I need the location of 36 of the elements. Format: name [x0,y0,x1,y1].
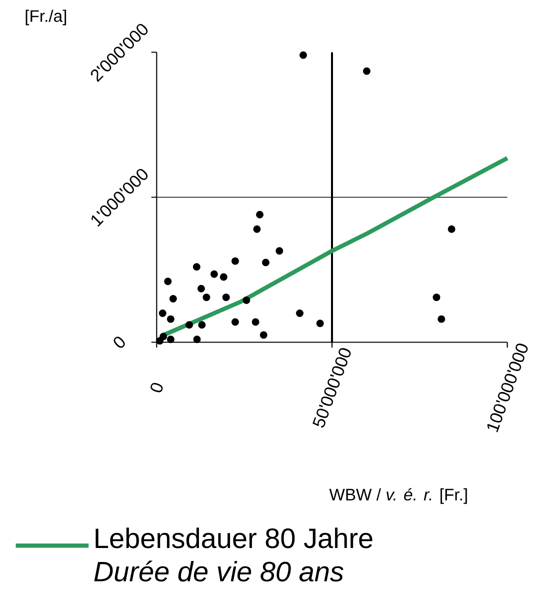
x-tick-label: 0 [150,382,163,392]
point [448,225,456,233]
point [260,331,268,339]
point [432,294,440,302]
y-axis-title: [Fr./a] [26,10,66,26]
x-axis-title: WBW / v. é. r. [Fr.] [329,488,467,504]
point [438,315,446,323]
point [276,247,284,255]
point [231,257,239,265]
point [252,318,260,326]
point [156,337,164,345]
point [202,294,210,302]
point [166,336,174,344]
point [220,273,228,281]
y-tick-label: 0 [114,336,125,348]
point [256,210,264,218]
point [158,310,166,318]
point [296,310,304,318]
point [186,321,194,329]
point [166,315,174,323]
point [262,258,270,266]
point [210,270,218,278]
point [193,336,201,344]
point [242,296,250,304]
point [164,278,172,286]
point [316,320,324,328]
point [362,67,370,75]
point [198,321,206,329]
point [197,284,205,292]
point [192,263,200,271]
point [300,51,307,59]
point [231,318,239,326]
point [169,295,177,303]
point [253,225,261,233]
legend-label: Lebensdauer 80 Jahre Durée de vie 80 ans [94,528,372,582]
point [222,294,230,302]
